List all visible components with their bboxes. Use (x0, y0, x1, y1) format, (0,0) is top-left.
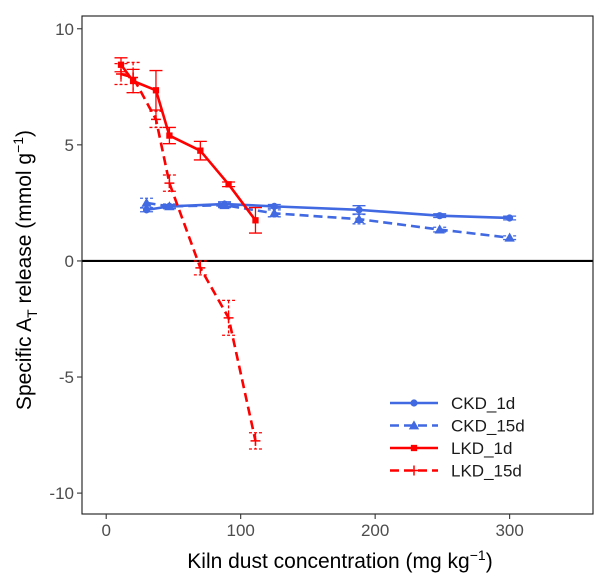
data-point-ckd-15d (141, 197, 152, 207)
series-ckd-15d (140, 197, 517, 242)
y-tick-label: 5 (65, 136, 74, 155)
legend-key-marker-ckd-1d (410, 399, 418, 407)
y-axis-title: Specific AT release (mmol g−1) (10, 130, 40, 410)
legend-key-marker-lkd-15d (409, 465, 419, 476)
data-point-lkd-1d (252, 217, 259, 224)
data-point-ckd-1d (436, 212, 444, 220)
data-point-ckd-15d (269, 208, 280, 218)
data-point-lkd-15d (164, 178, 175, 189)
legend: CKD_1d CKD_15d LKD_1d LKD_15d (390, 394, 525, 481)
series-line-lkd-15d (120, 72, 257, 442)
y-axis-title-subscript: T (24, 309, 40, 318)
legend-label-lkd-1d: LKD_1d (451, 439, 512, 458)
error-bar-lkd-15d (162, 174, 176, 192)
legend-item-lkd-1d: LKD_1d (390, 439, 512, 458)
data-point-ckd-15d (504, 232, 515, 242)
x-axis-title: Kiln dust concentration (mg kg−1) (187, 547, 492, 573)
data-point-ckd-15d (219, 200, 230, 210)
legend-item-ckd-1d: CKD_1d (390, 394, 515, 413)
x-tick-label: 300 (495, 521, 523, 540)
legend-label-ckd-1d: CKD_1d (451, 394, 515, 413)
y-axis-title-superscript: −1 (10, 137, 26, 153)
data-point-ckd-1d (506, 214, 514, 222)
x-tick-label: 200 (361, 521, 389, 540)
legend-item-ckd-15d: CKD_15d (390, 417, 525, 436)
data-point-lkd-15d (116, 69, 126, 79)
legend-label-ckd-15d: CKD_15d (451, 417, 525, 436)
data-point-ckd-1d (142, 206, 151, 214)
data-point-lkd-15d (223, 312, 234, 323)
plot-area (82, 57, 593, 450)
series-line-lkd-1d (119, 63, 257, 222)
data-point-ckd-1d (270, 202, 278, 210)
data-point-lkd-1d (152, 87, 160, 94)
data-point-lkd-1d (225, 181, 232, 188)
data-point-ckd-15d (353, 213, 365, 224)
y-axis-title-main: Specific A (13, 318, 36, 410)
data-point-ckd-1d (355, 206, 363, 214)
y-tick-label: 10 (55, 20, 74, 39)
x-axis-title-close: ) (486, 550, 493, 573)
error-bar-lkd-15d (248, 432, 262, 450)
y-axis-title-mid: release (mmol g (13, 153, 36, 309)
data-point-lkd-1d (166, 132, 173, 139)
legend-item-lkd-15d: LKD_15d (390, 462, 522, 481)
error-bar-lkd-15d (149, 110, 163, 129)
x-tick-label: 100 (226, 521, 254, 540)
x-tick-label: 0 (101, 521, 110, 540)
legend-label-lkd-15d: LKD_15d (451, 462, 522, 481)
y-axis-title-close: ) (13, 130, 36, 137)
y-tick-label: -5 (59, 368, 74, 387)
y-tick-label: -10 (49, 484, 74, 503)
x-axis-title-main: Kiln dust concentration (mg kg (187, 550, 469, 573)
panel-border (81, 15, 594, 515)
axes: 0 100 200 300 -10 -5 0 5 10 (49, 20, 523, 540)
data-point-ckd-15d (434, 224, 445, 234)
legend-key-marker-lkd-1d (410, 444, 418, 452)
data-point-ckd-15d (164, 201, 175, 211)
series-lkd-15d (114, 61, 262, 450)
data-point-lkd-1d (197, 147, 204, 154)
legend-key-marker-ckd-15d (408, 420, 420, 430)
data-point-lkd-15d (195, 262, 206, 273)
data-point-lkd-15d (250, 435, 261, 446)
y-tick-label: 0 (65, 252, 74, 271)
data-point-lkd-15d (151, 114, 161, 125)
x-axis-title-superscript: −1 (470, 547, 486, 563)
series-ckd-1d (140, 200, 517, 222)
data-point-lkd-15d (128, 72, 139, 83)
